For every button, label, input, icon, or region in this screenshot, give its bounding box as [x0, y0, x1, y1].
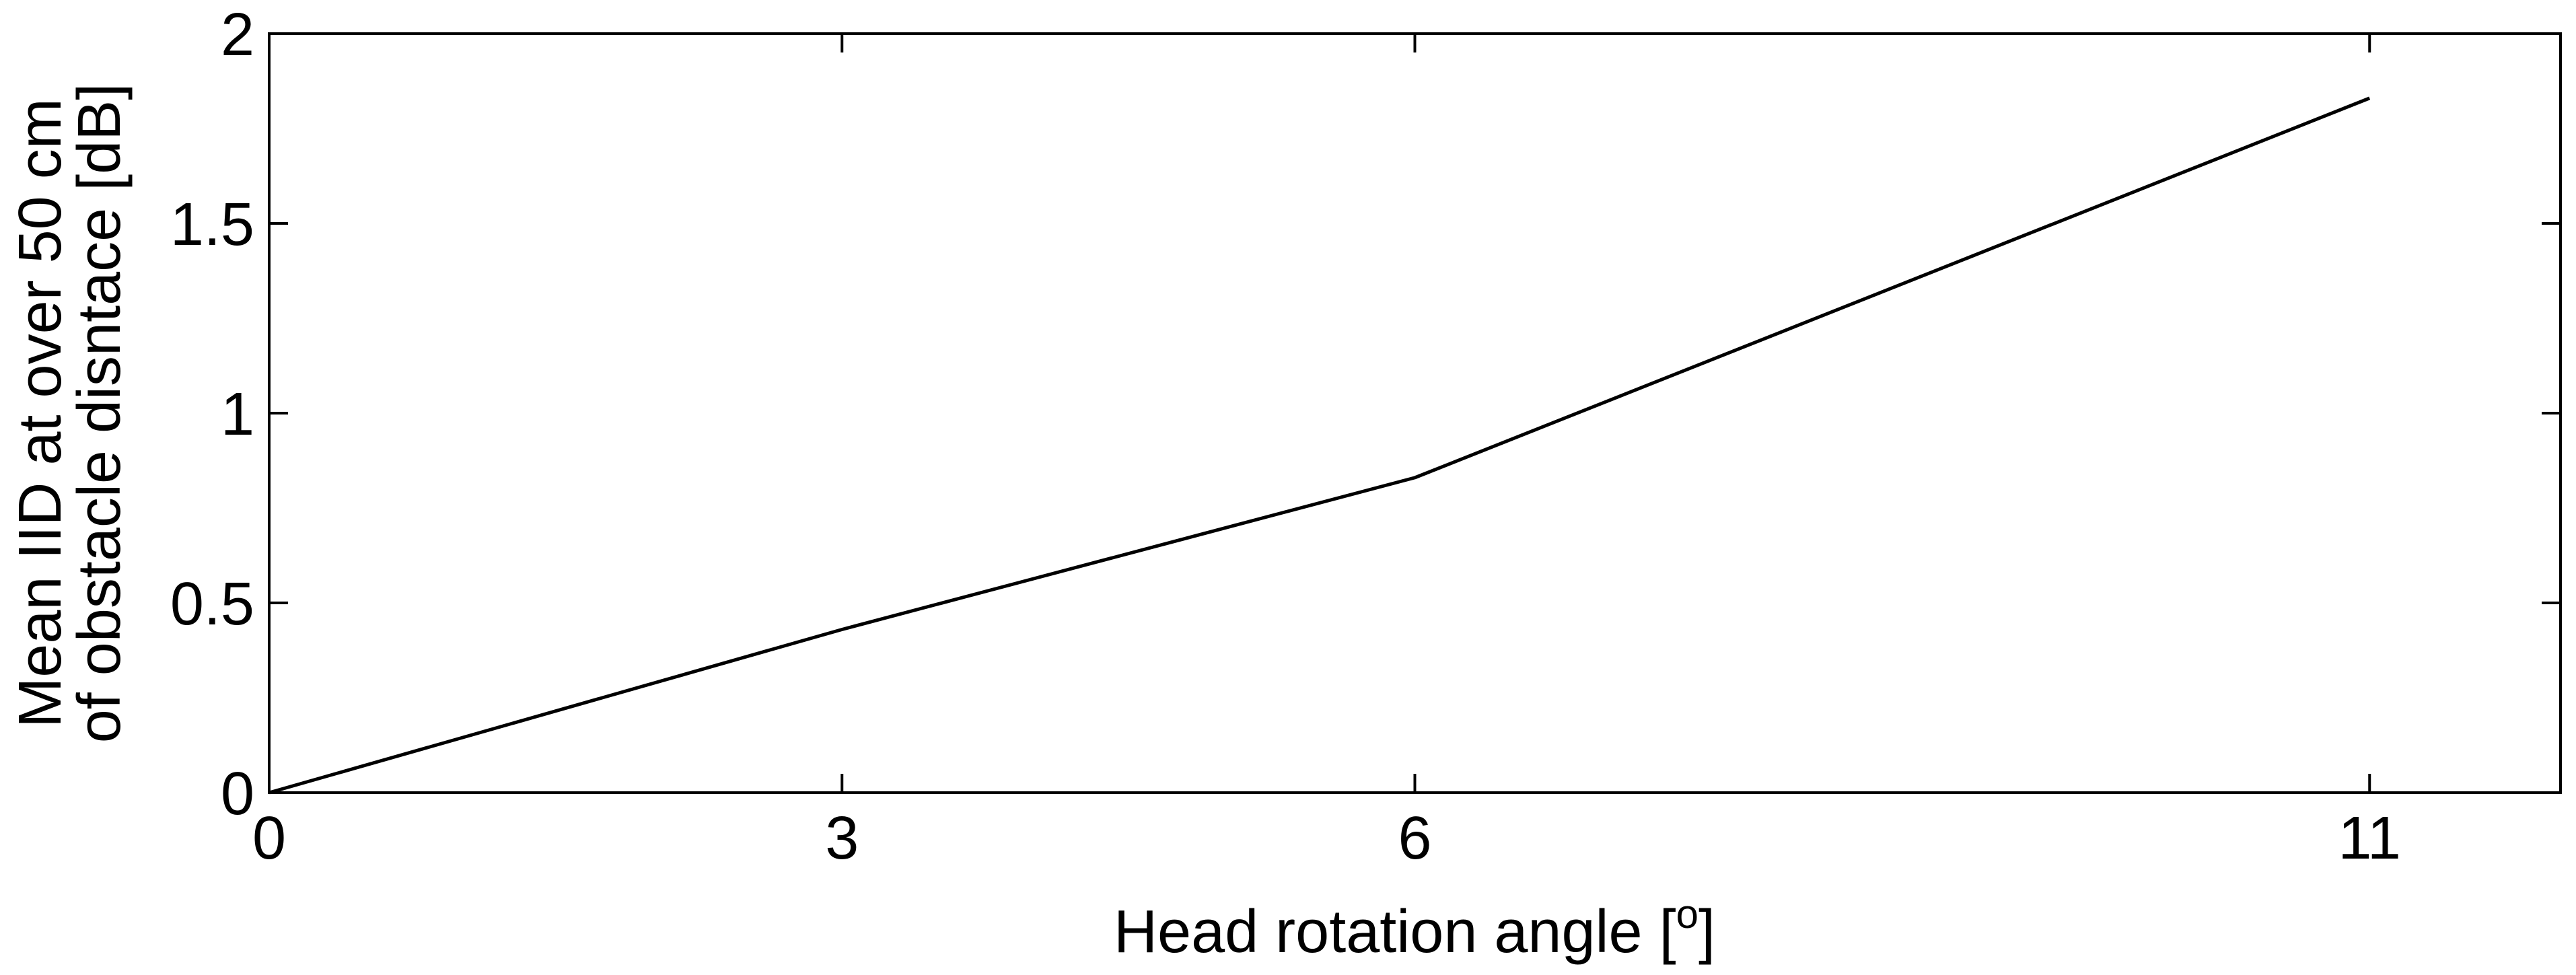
x-tick-label: 3 — [825, 805, 859, 872]
x-tick-label: 6 — [1398, 805, 1431, 872]
y-tick-label: 1 — [221, 381, 254, 448]
tick-labels: 0 3 6 11 0 0.5 1 1.5 2 — [170, 1, 2401, 872]
x-axis-label: Head rotation angle [o] — [1114, 892, 1715, 966]
y-axis-label-line-2: of obstacle disntace [dB] — [66, 83, 133, 744]
tick-marks — [268, 32, 2561, 794]
plot-frame — [268, 32, 2562, 794]
y-axis-label: Mean IID at over 50 cm of obstacle disnt… — [7, 83, 133, 744]
series-line — [269, 96, 2371, 795]
x-tick-label: 0 — [252, 805, 286, 872]
y-tick-label: 0.5 — [170, 571, 254, 638]
y-tick-label: 1.5 — [170, 191, 254, 258]
x-tick-label: 11 — [2338, 805, 2401, 872]
y-tick-label: 0 — [221, 760, 254, 828]
y-axis-label-line-1: Mean IID at over 50 cm — [7, 98, 74, 727]
y-tick-label: 2 — [221, 1, 254, 69]
